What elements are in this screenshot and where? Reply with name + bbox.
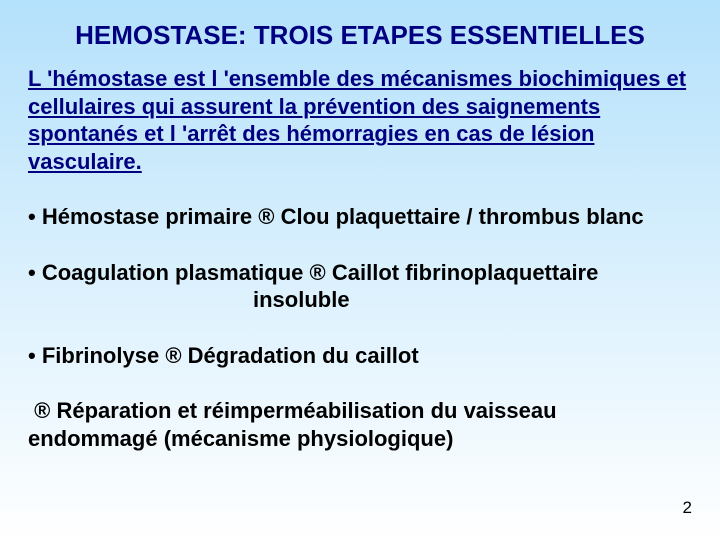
- item-label: Hémostase primaire: [42, 204, 252, 229]
- item-result-cont: insoluble: [28, 286, 692, 314]
- conclusion-text: Réparation et réimperméabilisation du va…: [28, 398, 557, 451]
- item-label: Coagulation plasmatique: [42, 260, 304, 285]
- item-label: Fibrinolyse: [42, 343, 159, 368]
- conclusion-paragraph: ® Réparation et réimperméabilisation du …: [28, 397, 692, 452]
- arrow-icon: ®: [310, 260, 326, 285]
- bullet-item-3: • Fibrinolyse ® Dégradation du caillot: [28, 342, 692, 370]
- bullet-item-1: • Hémostase primaire ® Clou plaquettaire…: [28, 203, 692, 231]
- item-result: Caillot fibrinoplaquettaire: [332, 260, 598, 285]
- item-result: Dégradation du caillot: [188, 343, 419, 368]
- arrow-icon: ®: [258, 204, 274, 229]
- arrow-icon: ®: [165, 343, 181, 368]
- bullet-item-2: • Coagulation plasmatique ® Caillot fibr…: [28, 259, 692, 314]
- arrow-icon: ®: [34, 398, 50, 423]
- slide-number: 2: [683, 498, 692, 518]
- item-result: Clou plaquettaire / thrombus blanc: [281, 204, 644, 229]
- definition-paragraph: L 'hémostase est l 'ensemble des mécanis…: [28, 65, 692, 175]
- slide: HEMOSTASE: TROIS ETAPES ESSENTIELLES L '…: [0, 0, 720, 540]
- slide-title: HEMOSTASE: TROIS ETAPES ESSENTIELLES: [28, 20, 692, 51]
